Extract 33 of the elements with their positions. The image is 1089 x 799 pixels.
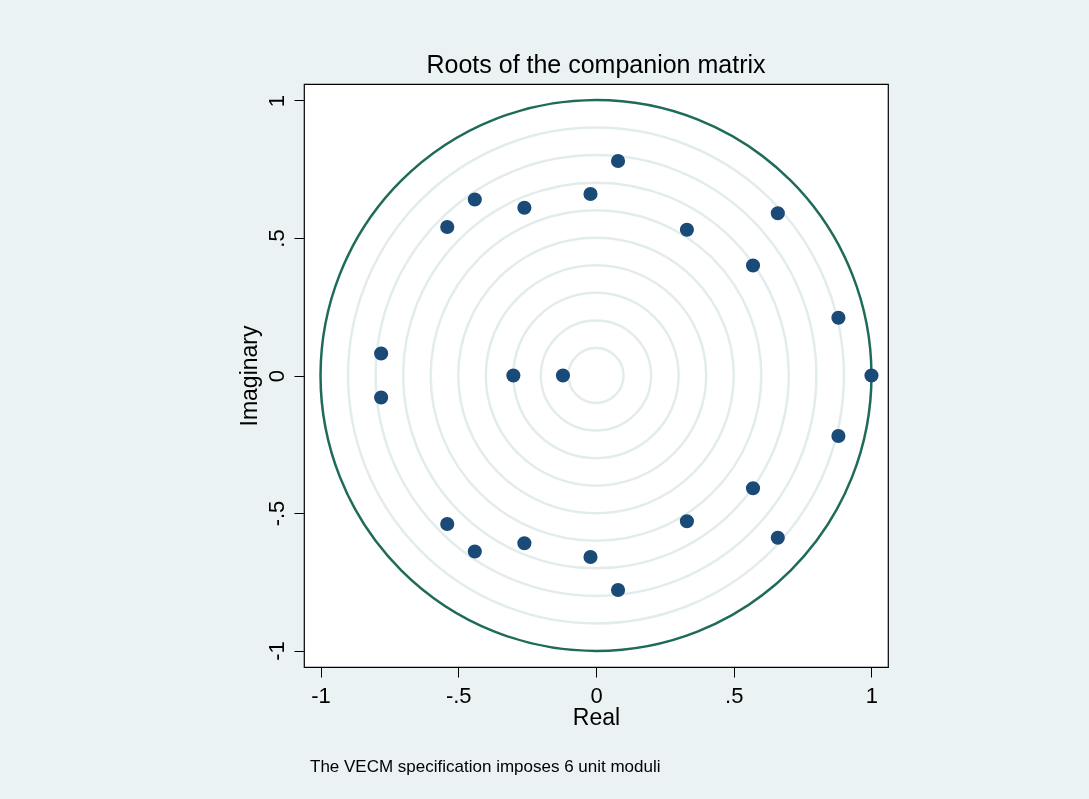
point	[864, 368, 879, 383]
x-tick-label: 1	[865, 682, 879, 708]
point	[583, 549, 598, 565]
point	[440, 219, 455, 235]
x-tick-label: -1	[311, 682, 331, 708]
point	[745, 481, 761, 496]
y-tick-label: -.5	[263, 500, 289, 527]
point	[467, 192, 482, 207]
point	[374, 346, 389, 361]
x-tick-label: -.5	[445, 682, 472, 708]
text: The VECM specification imposes 6 unit moduli	[310, 757, 661, 776]
point	[679, 222, 694, 237]
point	[440, 516, 455, 532]
y-tick-label: .5	[263, 229, 289, 248]
point	[583, 186, 598, 202]
point	[517, 200, 532, 215]
point	[610, 153, 626, 169]
point	[831, 310, 846, 325]
x-tick-label: .5	[725, 682, 744, 708]
y-tick-label: 1	[263, 94, 289, 108]
chart-title: Roots of the companion matrix	[426, 50, 767, 78]
point	[467, 544, 482, 559]
y-tick-label: -1	[263, 641, 289, 661]
point	[770, 530, 785, 545]
point	[374, 390, 389, 405]
y-axis-title: Imaginary	[235, 325, 262, 427]
point	[745, 258, 761, 273]
point	[679, 514, 694, 529]
point	[610, 582, 626, 598]
point	[517, 536, 532, 551]
y-tick-label: 0	[263, 369, 289, 383]
point	[831, 428, 846, 444]
point	[770, 206, 785, 221]
